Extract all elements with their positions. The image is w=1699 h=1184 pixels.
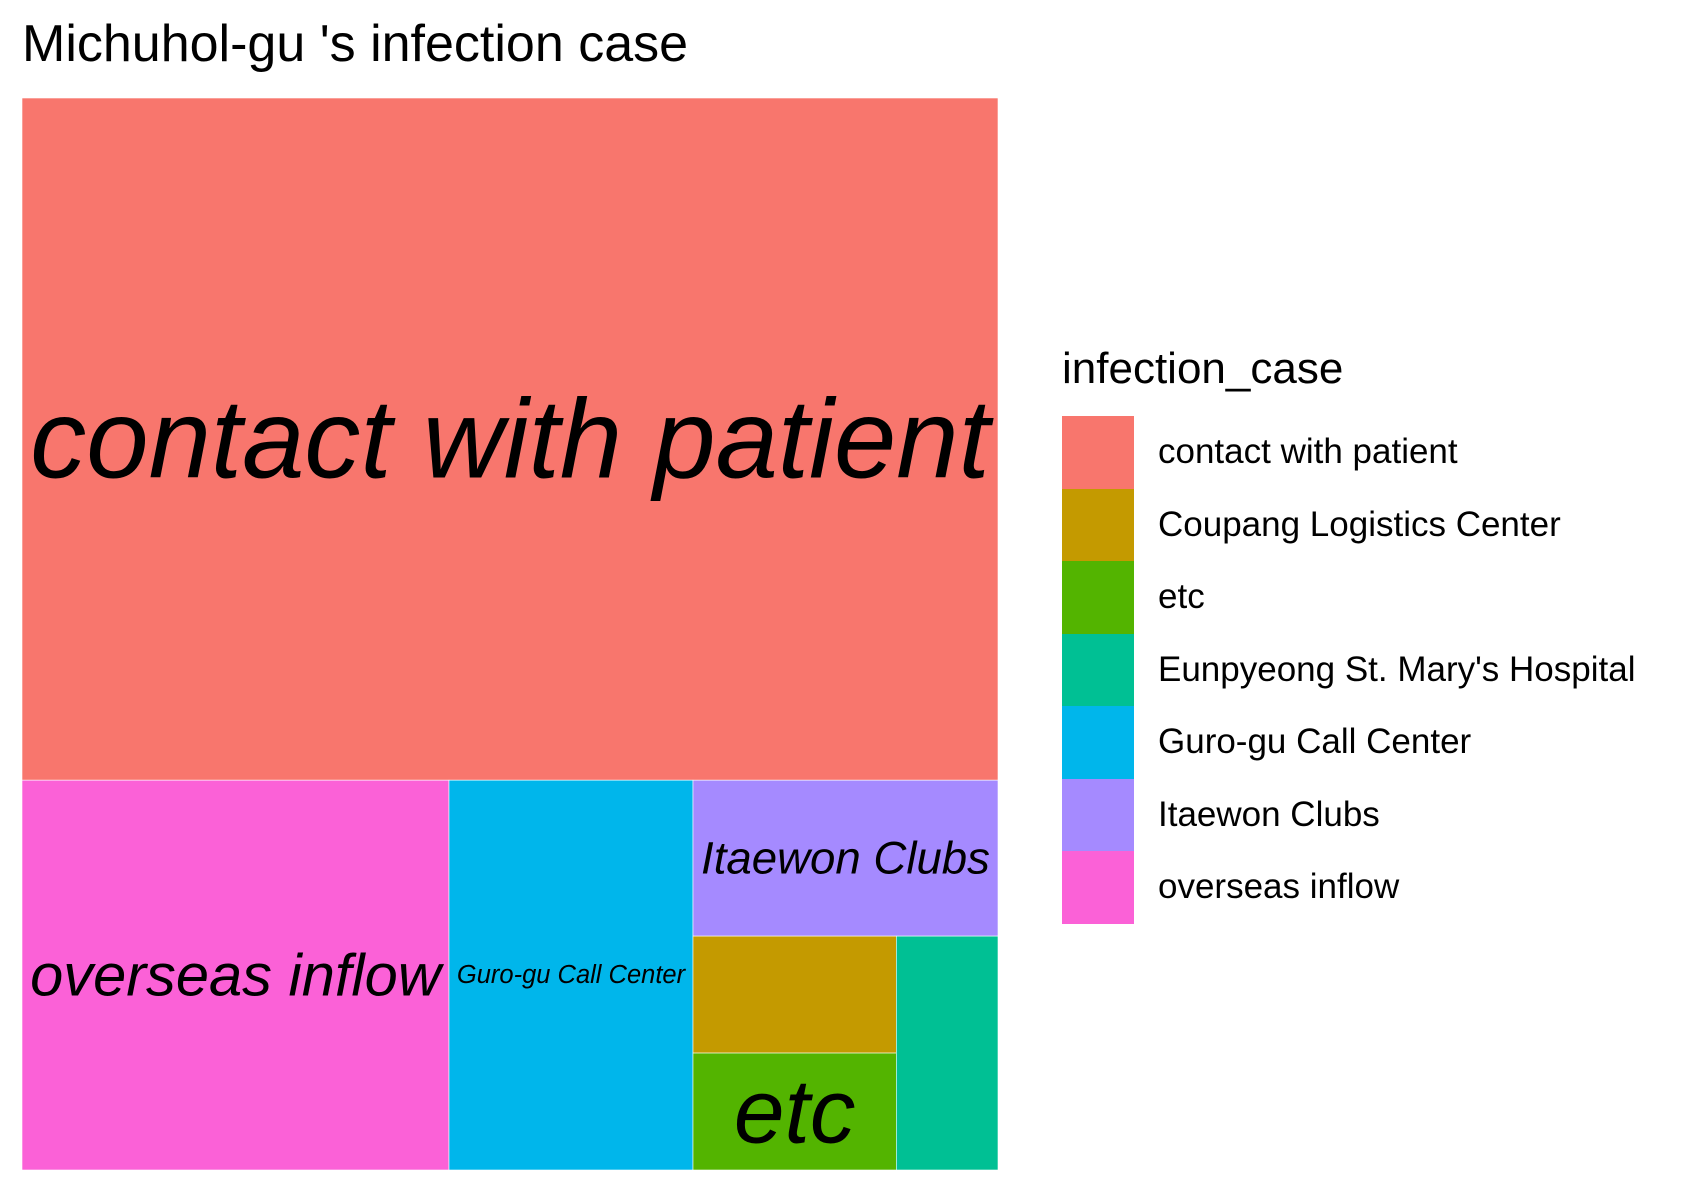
legend-item-eunpyeong-st-mary-s-hospital: Eunpyeong St. Mary's Hospital	[1062, 633, 1636, 706]
legend-label: Itaewon Clubs	[1158, 794, 1380, 834]
legend-label: Eunpyeong St. Mary's Hospital	[1158, 649, 1636, 689]
tile-contact-with-patient	[21, 97, 999, 781]
legend-swatch	[1062, 488, 1134, 561]
legend-swatch	[1062, 416, 1134, 489]
legend-label: Guro-gu Call Center	[1158, 722, 1472, 762]
legend-label: overseas inflow	[1158, 867, 1400, 907]
tile-etc	[692, 1052, 897, 1171]
tile-eunpyeong-st-mary-s-hospital	[896, 935, 999, 1171]
tile-coupang-logistics-center	[692, 935, 897, 1054]
legend-title: infection_case	[1062, 344, 1344, 393]
tile-overseas-inflow	[21, 779, 450, 1171]
legend-item-coupang-logistics-center: Coupang Logistics Center	[1062, 488, 1635, 561]
chart-title: Michuhol-gu 's infection case	[22, 15, 689, 73]
tile-itaewon-clubs	[692, 779, 999, 937]
legend-swatch	[1062, 706, 1134, 779]
tile-label-guro-gu-call-center: Guro-gu Call Center	[457, 961, 687, 989]
tile-label-itaewon-clubs: Itaewon Clubs	[701, 833, 990, 884]
legend-item-etc: etc	[1062, 561, 1635, 634]
legend-label: Coupang Logistics Center	[1158, 504, 1561, 544]
legend-label: contact with patient	[1158, 432, 1458, 472]
tile-guro-gu-call-center	[448, 779, 694, 1171]
legend-swatch	[1062, 778, 1134, 851]
legend-label: etc	[1158, 577, 1205, 617]
legend-swatch	[1062, 561, 1134, 634]
legend: infection_case contact with patient Coupa…	[1062, 344, 1635, 924]
legend-swatch	[1062, 633, 1134, 706]
legend-swatch	[1062, 851, 1134, 924]
legend-item-guro-gu-call-center: Guro-gu Call Center	[1062, 706, 1635, 779]
legend-item-itaewon-clubs: Itaewon Clubs	[1062, 778, 1635, 851]
legend-rows: contact with patient Coupang Logistics Ce…	[1062, 416, 1635, 924]
treemap-plot: contact with patient overseas inflow Guro-…	[21, 97, 999, 1171]
legend-item-overseas-inflow: overseas inflow	[1062, 851, 1635, 924]
tile-label-overseas-inflow: overseas inflow	[30, 942, 445, 1009]
tile-label-etc: etc	[734, 1061, 856, 1163]
legend-item-contact-with-patient: contact with patient	[1062, 416, 1635, 489]
tile-label-contact-with-patient: contact with patient	[30, 377, 994, 502]
